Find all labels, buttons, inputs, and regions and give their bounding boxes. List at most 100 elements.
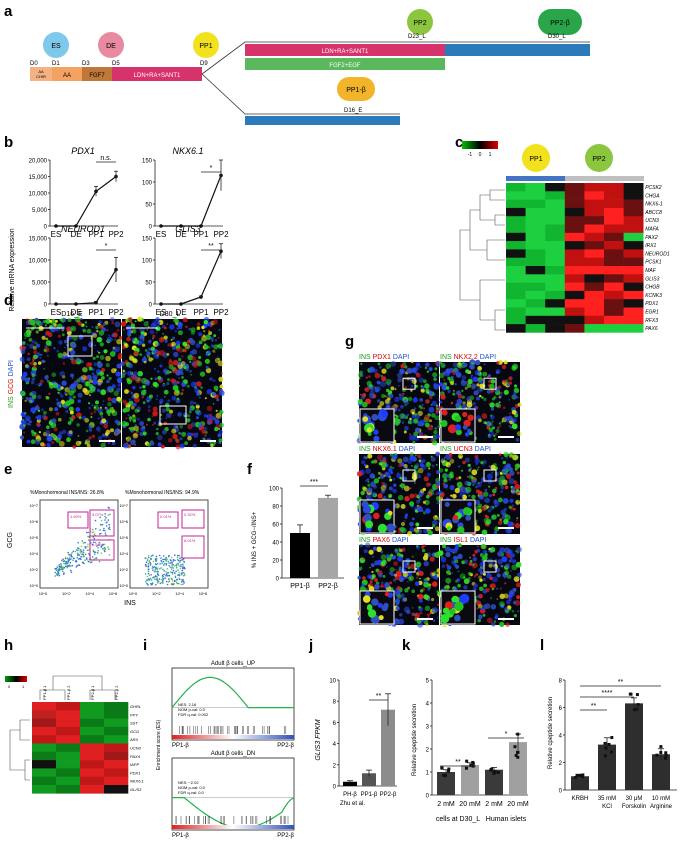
micrograph-d16-cell [64, 392, 67, 395]
panel-label-g: g [345, 333, 354, 350]
flow-dot-0 [60, 566, 62, 569]
micrograph-d30-cell [177, 412, 182, 417]
g-micrograph-0-cell [361, 401, 368, 408]
g-micrograph-5-cell [505, 622, 510, 628]
flow-dot-1 [167, 578, 170, 580]
g-micrograph-5-cell [480, 607, 484, 611]
g-micrograph-3-cell [474, 499, 481, 505]
micrograph-d16-cell [41, 359, 45, 364]
g-micrograph-1-cell [440, 392, 443, 396]
heat-cell-0-4 [584, 183, 605, 192]
g-micrograph-3-cell [509, 470, 515, 476]
flow-dot-0 [95, 528, 97, 530]
g-micrograph-5-cell [490, 597, 492, 599]
g-micrograph-2-cell [390, 471, 393, 475]
micrograph-d16-cell [84, 417, 90, 423]
g-micrograph-2-cell [420, 457, 422, 460]
flow-dot-1 [146, 582, 148, 585]
micrograph-d16-cell [53, 347, 56, 350]
micrograph-d30-cell [162, 429, 167, 435]
g-micrograph-3-cell [509, 498, 514, 503]
h-gene-label-7: IAPP [130, 762, 139, 767]
micrograph-d30-cell [142, 385, 146, 389]
flow-dot-0 [87, 543, 89, 545]
g-micrograph-2-roi-box [402, 469, 416, 482]
flow-dot-0 [92, 529, 94, 531]
l-ytick-label-0: 0 [559, 789, 563, 795]
heat-cell-4-2 [545, 216, 566, 225]
g-micrograph-2-cell [409, 527, 415, 533]
g-micrograph-5-cell [455, 579, 459, 583]
micrograph-d30-cell [204, 343, 207, 346]
flow-dot-1 [171, 573, 174, 575]
flow-dot-0 [91, 531, 93, 534]
flow-dot-1 [182, 564, 184, 566]
flow-dot-1 [149, 577, 152, 580]
heat-cell-10-6 [623, 266, 644, 275]
panel-label-e: e [4, 461, 12, 478]
g-micrograph-0-cell [419, 366, 422, 369]
micrograph-d16-cell [86, 443, 91, 448]
h-cell-6-2 [80, 751, 105, 761]
h-cell-10-3 [104, 785, 129, 794]
flow-dot-0 [80, 558, 82, 560]
micrograph-d16-cell [51, 441, 55, 444]
g-micrograph-0-cell [404, 365, 408, 369]
heat-cell-11-1 [525, 274, 546, 283]
g-micrograph-1-cell [495, 369, 501, 374]
g-micrograph-2-cell [434, 526, 440, 532]
h-cell-2-3 [104, 718, 129, 728]
g-micrograph-3-cell [462, 494, 467, 500]
g-micrograph-2-cell [380, 485, 387, 491]
g-micrograph-1-cell [495, 402, 500, 408]
micrograph-d16-cell [60, 399, 66, 405]
g-micrograph-2-cell [425, 508, 431, 514]
micrograph-d16-cell [59, 392, 62, 396]
day-d30: D30_L [548, 34, 566, 40]
micrograph-d30-cell [143, 321, 149, 327]
g-micrograph-5-cell [504, 570, 510, 576]
k-point-2 [490, 767, 494, 771]
micrograph-d16-cell [70, 325, 77, 332]
g-micrograph-3-cell [444, 454, 451, 460]
micrograph-d30-cell [171, 428, 177, 434]
g-micrograph-5-cell [451, 572, 453, 574]
flow-dot-1 [167, 571, 170, 574]
panel-label-j: j [308, 637, 313, 654]
g-micrograph-4-cell [389, 567, 395, 573]
g-micrograph-4-cell [419, 611, 423, 615]
micrograph-d30-cell [165, 417, 167, 420]
g-micrograph-4-cell [429, 612, 432, 615]
g-micrograph-4-inset-cell [367, 609, 377, 618]
micrograph-d16-cell [55, 411, 60, 416]
k-point-0 [442, 773, 446, 777]
k-bar-0 [437, 772, 455, 795]
micrograph-d16-cell [91, 434, 96, 438]
micrograph-d30-cell [212, 379, 216, 382]
k-point-2 [493, 770, 497, 774]
gene-label-11: GLIS3 [645, 276, 659, 282]
g-tile-label-part: NKX6.1 [371, 446, 397, 453]
flow-dot-1 [162, 568, 164, 571]
micrograph-d16-cell [114, 428, 121, 435]
h-cell-7-2 [80, 760, 105, 769]
g-micrograph-1-inset-cell [447, 424, 457, 434]
g-micrograph-5-inset-cell [444, 601, 453, 610]
g-micrograph-2-cell [401, 522, 405, 526]
micrograph-d30-cell [148, 347, 151, 351]
micrograph-d30-cell [141, 396, 144, 399]
flow-dot-0 [74, 560, 77, 563]
g-micrograph-4-cell [436, 590, 439, 593]
heat-cell-8-0 [506, 249, 526, 258]
g-micrograph-2-cell [410, 464, 413, 467]
micrograph-d30-cell [128, 398, 131, 401]
flow-dot-1 [184, 574, 186, 576]
k-cat-0: 2 mM [437, 801, 455, 808]
g-micrograph-5-cell [499, 601, 505, 607]
flow-dot-1 [183, 572, 186, 574]
flow-dot-1 [174, 554, 176, 556]
g-micrograph-3-cell [486, 505, 490, 509]
x-tick-label-0-3: PP2 [108, 230, 124, 239]
heat-cell-15-1 [525, 307, 546, 317]
flow-dot-1 [151, 565, 154, 568]
